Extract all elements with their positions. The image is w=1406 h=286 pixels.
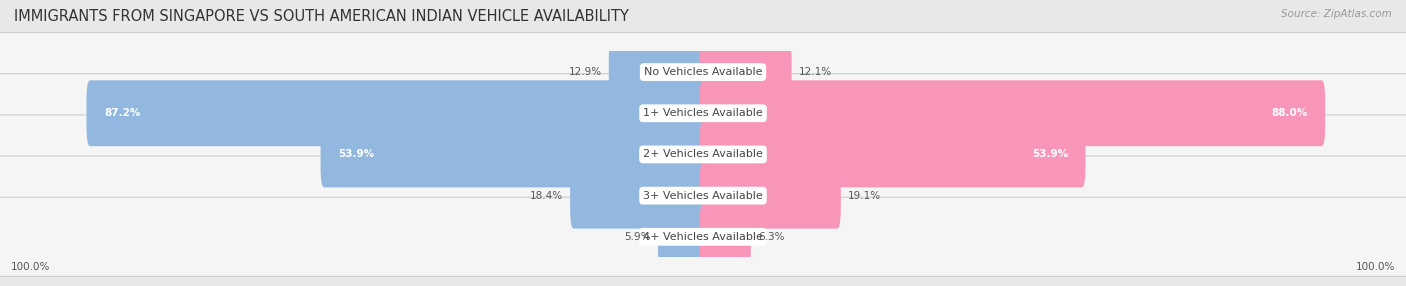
Text: 100.0%: 100.0% [11,262,51,272]
Text: 100.0%: 100.0% [1355,262,1395,272]
FancyBboxPatch shape [700,204,751,270]
Text: IMMIGRANTS FROM SINGAPORE VS SOUTH AMERICAN INDIAN VEHICLE AVAILABILITY: IMMIGRANTS FROM SINGAPORE VS SOUTH AMERI… [14,9,628,23]
Text: 87.2%: 87.2% [104,108,141,118]
Text: 12.9%: 12.9% [568,67,602,77]
FancyBboxPatch shape [700,80,1324,146]
Text: Source: ZipAtlas.com: Source: ZipAtlas.com [1281,9,1392,19]
Text: 19.1%: 19.1% [848,191,882,200]
FancyBboxPatch shape [700,122,1085,187]
FancyBboxPatch shape [321,122,707,187]
FancyBboxPatch shape [0,33,1406,112]
FancyBboxPatch shape [700,39,792,105]
Text: No Vehicles Available: No Vehicles Available [644,67,762,77]
Text: 88.0%: 88.0% [1271,108,1308,118]
Text: 6.3%: 6.3% [758,232,785,242]
FancyBboxPatch shape [0,74,1406,153]
FancyBboxPatch shape [609,39,707,105]
FancyBboxPatch shape [0,115,1406,194]
Text: 3+ Vehicles Available: 3+ Vehicles Available [643,191,763,200]
Text: 12.1%: 12.1% [799,67,832,77]
FancyBboxPatch shape [571,163,707,229]
Text: 5.9%: 5.9% [624,232,651,242]
FancyBboxPatch shape [0,197,1406,276]
Text: 4+ Vehicles Available: 4+ Vehicles Available [643,232,763,242]
FancyBboxPatch shape [700,163,841,229]
FancyBboxPatch shape [0,156,1406,235]
FancyBboxPatch shape [658,204,707,270]
Text: 1+ Vehicles Available: 1+ Vehicles Available [643,108,763,118]
Text: 53.9%: 53.9% [1032,150,1069,159]
Text: 2+ Vehicles Available: 2+ Vehicles Available [643,150,763,159]
FancyBboxPatch shape [86,80,707,146]
Text: 53.9%: 53.9% [337,150,374,159]
Text: 18.4%: 18.4% [530,191,564,200]
